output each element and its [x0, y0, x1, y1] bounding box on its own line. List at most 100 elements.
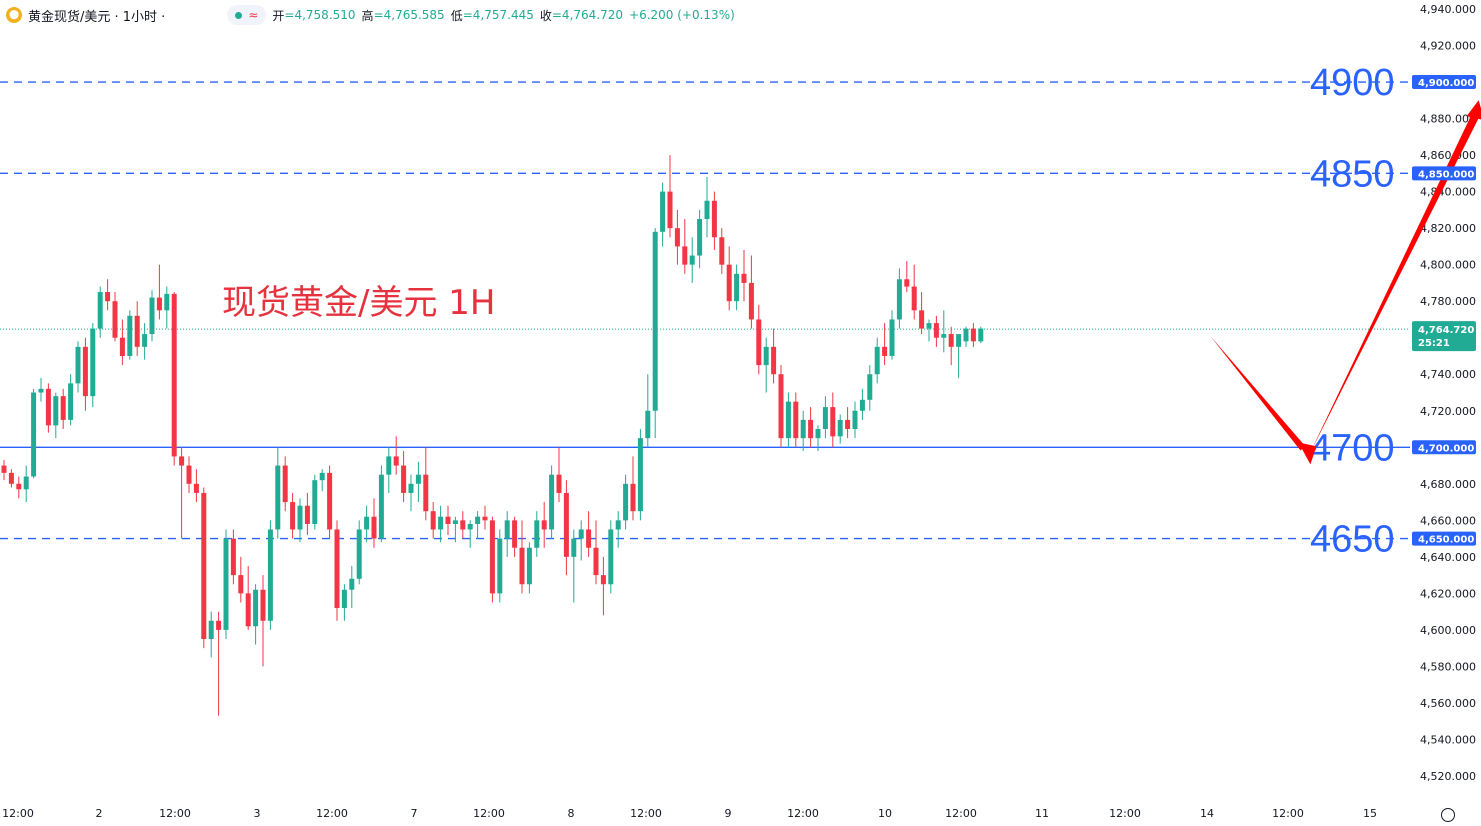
candle-body: [112, 301, 118, 338]
x-tick-label: 8: [568, 807, 575, 820]
ohlc-high-label: 高: [361, 8, 374, 23]
candle-body: [142, 334, 148, 347]
y-tick-label: 4,660.000: [1420, 514, 1476, 527]
candle: [245, 565, 251, 630]
ohlc-low-value: =4,757.445: [462, 8, 534, 22]
market-status-pill[interactable]: ≈: [227, 5, 267, 25]
y-tick-label: 4,520.000: [1420, 770, 1476, 783]
candle-body: [926, 323, 932, 329]
candle-body: [201, 492, 207, 640]
candle-body: [38, 388, 44, 393]
candle: [38, 377, 44, 402]
level-badge-text: 4,700.000: [1418, 443, 1474, 454]
candle-body: [415, 474, 421, 484]
candle: [275, 447, 281, 539]
candle: [260, 575, 266, 667]
y-tick-label: 4,540.000: [1420, 733, 1476, 746]
arrow-down-head: [1298, 442, 1317, 465]
candle-body: [245, 593, 251, 627]
candle: [526, 542, 532, 594]
candle: [119, 319, 125, 366]
candle: [682, 219, 688, 274]
symbol-title[interactable]: 黄金现货/美元 · 1小时 ·: [28, 9, 166, 25]
candle-body: [852, 410, 858, 430]
candle-body: [682, 246, 688, 265]
candle: [393, 436, 399, 475]
candle-body: [741, 273, 747, 283]
candle: [97, 286, 103, 338]
candle-body: [23, 476, 29, 490]
candle: [571, 529, 577, 603]
candle-body: [526, 547, 532, 585]
candle: [845, 407, 851, 439]
candle-body: [171, 293, 177, 457]
candle-body: [208, 620, 214, 640]
candle: [238, 556, 244, 603]
candle-body: [778, 374, 784, 439]
candle: [415, 461, 421, 503]
chart-annotation: 现货黄金/美元 1H: [222, 283, 495, 323]
candle: [793, 392, 799, 448]
level-badge: [1412, 440, 1476, 455]
candle: [504, 511, 510, 557]
x-tick-label: 14: [1200, 807, 1214, 820]
candle-body: [423, 474, 429, 512]
candle: [31, 388, 37, 479]
candle: [941, 310, 947, 353]
candle-body: [334, 529, 340, 608]
candle: [75, 341, 81, 393]
candle-body: [800, 419, 806, 439]
candle-body: [586, 529, 592, 548]
candle: [312, 474, 318, 530]
candle-body: [482, 516, 488, 521]
candle-body: [645, 410, 651, 439]
chart-header: ⬤ 黄金现货/美元 · 1小时 · ≈ 开 =4,758.510 高 =4,76…: [0, 0, 1000, 30]
candle: [60, 388, 66, 430]
ohlc-open-value: =4,758.510: [284, 8, 356, 22]
candle-body: [386, 456, 392, 475]
x-tick-label: 9: [725, 807, 732, 820]
candle-body: [275, 465, 281, 530]
candle: [593, 520, 599, 585]
candle: [956, 334, 962, 378]
candle: [919, 292, 925, 335]
candle-body: [674, 228, 680, 247]
candle: [808, 407, 814, 448]
candle-body: [467, 523, 473, 530]
chart-settings-icon[interactable]: [1441, 808, 1455, 822]
countdown-text: 25:21: [1418, 338, 1450, 349]
candle-body: [223, 538, 229, 630]
candle-body: [45, 388, 51, 426]
ohlc-change-value: +6.200 (+0.13%): [629, 8, 735, 22]
level-label-4900: 4900: [1310, 62, 1395, 104]
candle: [645, 374, 651, 448]
candles: [1, 155, 984, 716]
x-tick-label: 15: [1363, 807, 1377, 820]
candle: [933, 315, 939, 347]
candle-body: [127, 315, 133, 356]
candle-body: [571, 538, 577, 557]
y-tick-label: 4,740.000: [1420, 368, 1476, 381]
candle: [963, 326, 969, 347]
time-axis[interactable]: 12:00 2 12:00 3 12:00 7 12:00 8 12:00 9 12:00 10 12:…: [2, 807, 1377, 820]
candle-body: [460, 520, 466, 530]
candle-body: [660, 191, 666, 232]
candle-body: [963, 328, 969, 342]
price-axis[interactable]: 4,940.000 4,920.000 4,900.000 4,880.000 4,86…: [1420, 3, 1476, 783]
ohlc-close-label: 收: [539, 8, 552, 23]
arrow-up-segment: [1308, 112, 1481, 457]
gold-symbol-icon[interactable]: ⬤: [6, 7, 22, 23]
candle: [45, 383, 51, 433]
candle-body: [549, 474, 555, 530]
level-label-4650: 4650: [1310, 519, 1395, 561]
candle: [179, 447, 185, 539]
candle-body: [68, 383, 74, 420]
candle: [82, 337, 88, 411]
x-tick-label: 12:00: [316, 807, 348, 820]
candle: [815, 425, 821, 451]
y-tick-label: 4,940.000: [1420, 3, 1476, 16]
ohlc-high-value: =4,765.585: [373, 8, 445, 22]
candle-body: [282, 465, 288, 503]
candle: [112, 292, 118, 342]
